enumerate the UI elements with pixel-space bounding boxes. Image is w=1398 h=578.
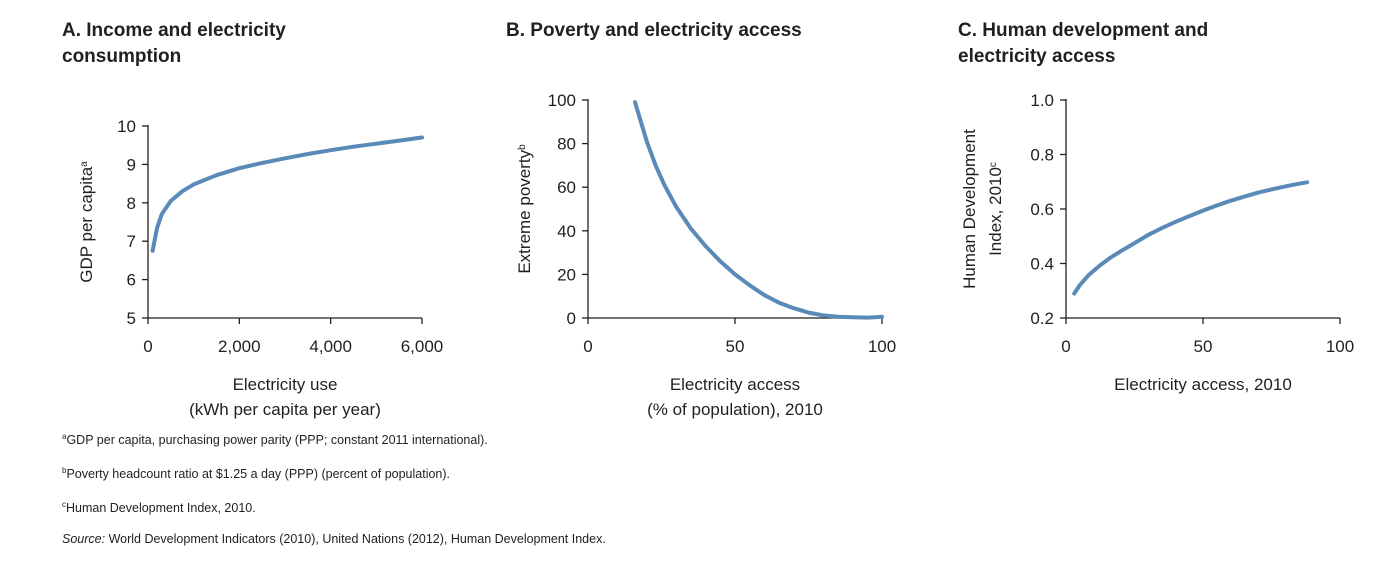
- chart-b-y-tick-label: 0: [567, 309, 576, 328]
- chart-a-y-tick-label: 8: [127, 194, 136, 213]
- chart-a-x-tick-label: 6,000: [401, 337, 444, 356]
- chart-b-x-tick-label: 0: [583, 337, 592, 356]
- chart-c-y-tick-label: 0.4: [1030, 255, 1054, 274]
- chart-a-y-tick-label: 5: [127, 309, 136, 328]
- chart-c-y-label: Human Development: [960, 129, 979, 289]
- chart-c-x-tick-label: 0: [1061, 337, 1070, 356]
- chart-c-x-tick-label: 50: [1194, 337, 1213, 356]
- chart-c-series-line: [1072, 180, 1310, 296]
- chart-b-y-label-sup: b: [517, 144, 528, 150]
- chart-a-series-line: [150, 135, 424, 253]
- chart-a-y-tick-label: 10: [117, 117, 136, 136]
- chart-b-x-label: Electricity access: [670, 375, 800, 394]
- chart-a-x-tick-label: 0: [143, 337, 152, 356]
- chart-c-y-label-line2: Index, 2010c: [986, 162, 1005, 256]
- chart-c-x-label: Electricity access, 2010: [1114, 375, 1292, 394]
- footnote-a-text: GDP per capita, purchasing power parity …: [66, 433, 488, 448]
- chart-b-x-tick-label: 50: [726, 337, 745, 356]
- chart-c-y-label-sup: c: [988, 162, 999, 167]
- chart-a-y-tick-label: 7: [127, 232, 136, 251]
- chart-a-x-tick-label: 4,000: [309, 337, 352, 356]
- chart-b-y-tick-label: 20: [557, 265, 576, 284]
- chart-c-y-tick-label: 1.0: [1030, 91, 1054, 110]
- panel-c-title: C. Human development and electricity acc…: [958, 20, 1209, 67]
- chart-a-x-tick-label: 2,000: [218, 337, 261, 356]
- footnote-b-text: Poverty headcount ratio at $1.25 a day (…: [66, 467, 451, 482]
- source-text: World Development Indicators (2010), Uni…: [105, 532, 606, 546]
- footnote-a: aGDP per capita, purchasing power parity…: [62, 432, 488, 447]
- footnote-c-text: Human Development Index, 2010.: [66, 501, 256, 516]
- footnote-a-marker: a: [62, 432, 67, 441]
- chart-b-y-tick-label: 60: [557, 178, 576, 197]
- chart-a-y-tick-label: 9: [127, 155, 136, 174]
- footnote-c: cHuman Development Index, 2010.: [62, 500, 256, 515]
- chart-a-x-label: Electricity use: [233, 375, 338, 394]
- footnote-c-marker: c: [62, 500, 66, 509]
- panel-a-title: A. Income and electricity consumption: [62, 20, 286, 67]
- chart-b-series-line: [633, 100, 884, 320]
- footnote-b: bPoverty headcount ratio at $1.25 a day …: [62, 466, 450, 481]
- chart-c-y-tick-label: 0.6: [1030, 200, 1054, 219]
- chart-a-y-label: GDP per capitaa: [77, 161, 96, 283]
- chart-c-x-tick-label: 100: [1326, 337, 1354, 356]
- chart-b-y-label: Extreme povertyb: [515, 144, 534, 274]
- chart-c-y-tick-label: 0.8: [1030, 146, 1054, 165]
- chart-b-y-tick-label: 100: [548, 91, 576, 110]
- chart-b-y-tick-label: 40: [557, 222, 576, 241]
- chart-c-y-tick-label: 0.2: [1030, 309, 1054, 328]
- panel-b-title: B. Poverty and electricity access: [506, 20, 802, 41]
- chart-a-y-label-sup: a: [79, 161, 90, 167]
- chart-a-x-label-line2: (kWh per capita per year): [189, 400, 381, 419]
- chart-b-x-tick-label: 100: [868, 337, 896, 356]
- source-prefix: Source:: [62, 532, 106, 546]
- chart-a-y-tick-label: 6: [127, 271, 136, 290]
- source-note: Source: World Development Indicators (20…: [62, 532, 606, 546]
- chart-b-y-tick-label: 80: [557, 135, 576, 154]
- chart-b-x-label-line2: (% of population), 2010: [647, 400, 823, 419]
- footnote-b-marker: b: [62, 466, 67, 475]
